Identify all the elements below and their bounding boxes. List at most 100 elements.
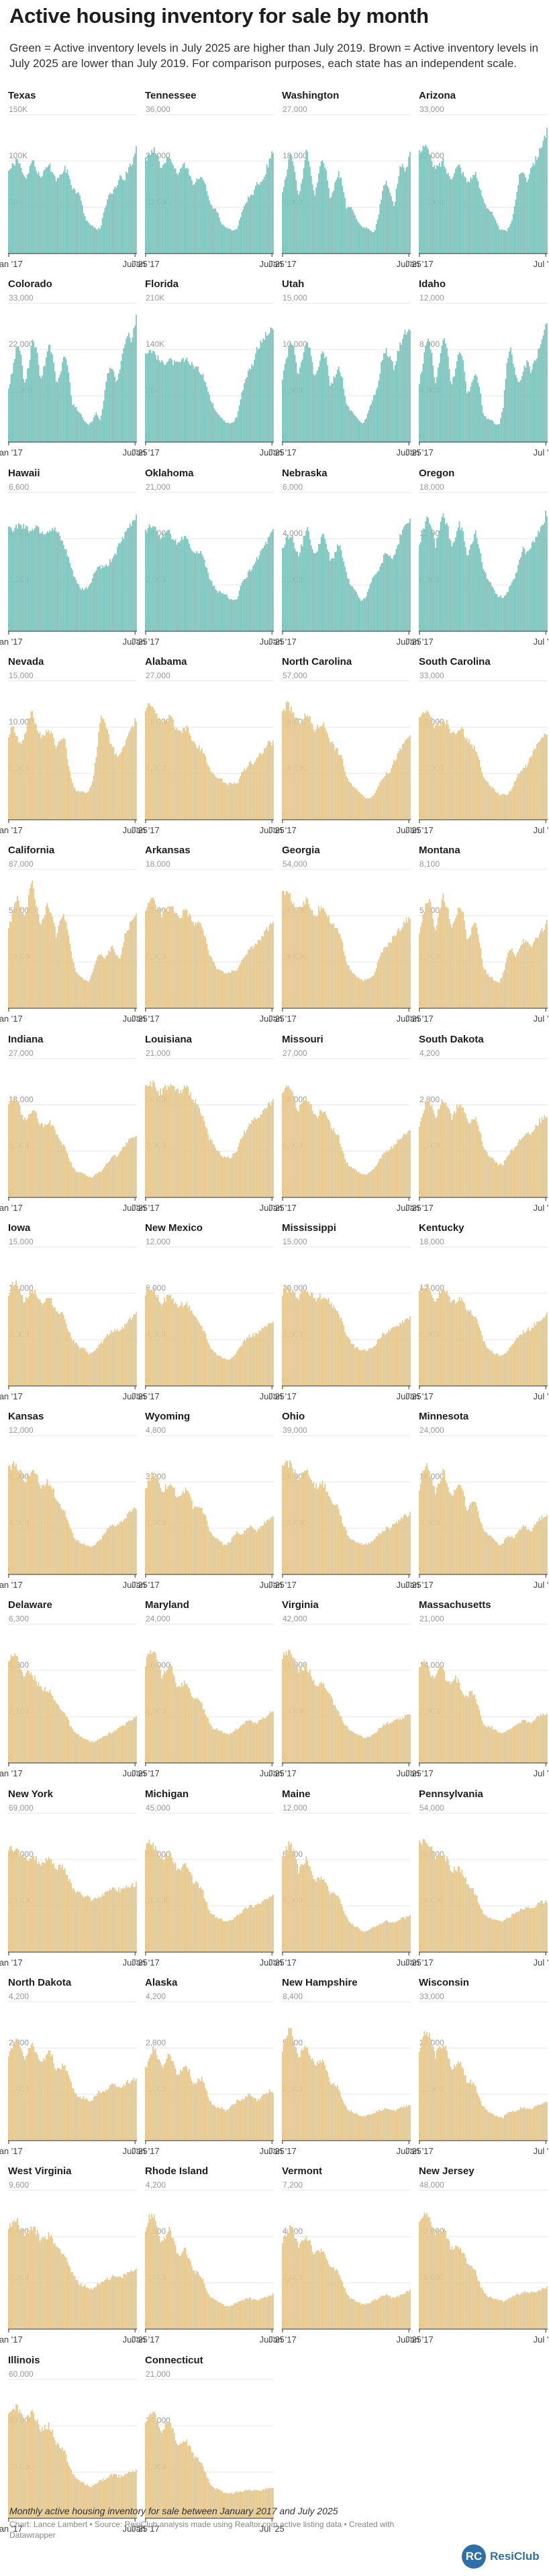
bar <box>205 382 207 442</box>
bar <box>164 1484 166 1574</box>
bar <box>40 2061 42 2141</box>
bar <box>288 159 290 254</box>
bar <box>83 590 85 631</box>
x-tick-label: Jul '25 <box>397 1580 421 1590</box>
bar <box>373 576 375 631</box>
bar <box>14 165 16 254</box>
bar <box>123 348 125 442</box>
bar <box>450 1870 452 1952</box>
bar <box>490 786 491 820</box>
bar <box>538 1321 539 1386</box>
bar <box>264 1898 266 1952</box>
bar <box>321 1299 323 1386</box>
bar <box>328 1297 330 1386</box>
bar <box>182 164 184 254</box>
bar <box>248 1719 250 1763</box>
bar <box>181 359 183 442</box>
bar <box>388 1527 390 1574</box>
bar <box>161 1678 162 1763</box>
bar <box>423 1288 426 1386</box>
y-tick-label: 12,000 <box>9 1426 34 1435</box>
bar <box>78 1540 80 1574</box>
bar <box>88 1896 90 1952</box>
bar <box>193 1884 195 1952</box>
bar <box>88 425 90 442</box>
bar <box>440 166 442 254</box>
bar <box>513 1725 515 1763</box>
bar <box>326 1115 327 1197</box>
bar <box>531 1907 533 1952</box>
bar <box>475 374 477 442</box>
bar <box>81 201 82 254</box>
bar <box>346 1336 348 1386</box>
bar <box>250 1337 252 1386</box>
bar <box>387 1151 389 1197</box>
bar <box>329 385 331 442</box>
bar <box>70 1338 72 1386</box>
bar <box>236 229 238 254</box>
bar <box>219 1541 221 1574</box>
bar <box>340 177 342 254</box>
bar <box>43 735 44 820</box>
bar <box>46 167 48 254</box>
bar <box>377 571 379 631</box>
bar <box>334 1505 336 1574</box>
bar <box>397 1139 399 1197</box>
bar <box>360 423 362 442</box>
bar <box>58 178 60 254</box>
bar <box>150 2055 152 2141</box>
bar <box>546 323 548 442</box>
bar <box>525 1907 527 1952</box>
bar <box>534 1322 536 1386</box>
bar <box>450 1684 452 1763</box>
bar <box>308 531 309 631</box>
bar <box>42 176 44 254</box>
bar <box>180 731 181 820</box>
bar <box>52 1864 53 1952</box>
bar <box>78 193 80 254</box>
bar <box>262 179 264 254</box>
bar <box>303 1099 305 1197</box>
bar <box>104 722 106 820</box>
bar <box>507 1918 509 1952</box>
bar <box>419 1126 420 1197</box>
bar <box>268 333 270 442</box>
bar <box>340 1146 342 1197</box>
bar <box>258 184 260 254</box>
bar <box>528 551 529 631</box>
bar <box>401 1719 402 1763</box>
bar <box>307 1860 308 1952</box>
bar <box>419 1490 420 1574</box>
bar <box>507 592 509 631</box>
bar <box>483 1149 485 1197</box>
bar <box>456 361 458 442</box>
bar <box>242 958 244 1008</box>
bar <box>486 1533 488 1574</box>
bar <box>368 1542 370 1574</box>
bar <box>136 1715 137 1763</box>
bar <box>228 972 230 1008</box>
bar <box>164 533 166 631</box>
bar <box>110 1525 112 1574</box>
bar <box>431 529 433 631</box>
bar <box>321 1481 323 1574</box>
bar <box>385 1150 387 1197</box>
bar <box>483 1532 485 1574</box>
bar <box>428 712 429 820</box>
y-tick-label: 15,000 <box>9 1237 34 1246</box>
bar <box>107 199 108 254</box>
bar <box>475 1117 477 1197</box>
bar <box>291 160 293 254</box>
bar <box>428 1288 430 1386</box>
bar <box>428 1471 430 1574</box>
bar <box>383 1531 385 1574</box>
bar <box>115 955 117 1008</box>
bar <box>432 724 434 820</box>
state-name: Maryland <box>145 1599 189 1611</box>
bar <box>431 1295 433 1386</box>
bar <box>171 906 172 1008</box>
bar <box>217 592 219 631</box>
bar <box>501 598 503 631</box>
bar <box>394 1719 396 1763</box>
